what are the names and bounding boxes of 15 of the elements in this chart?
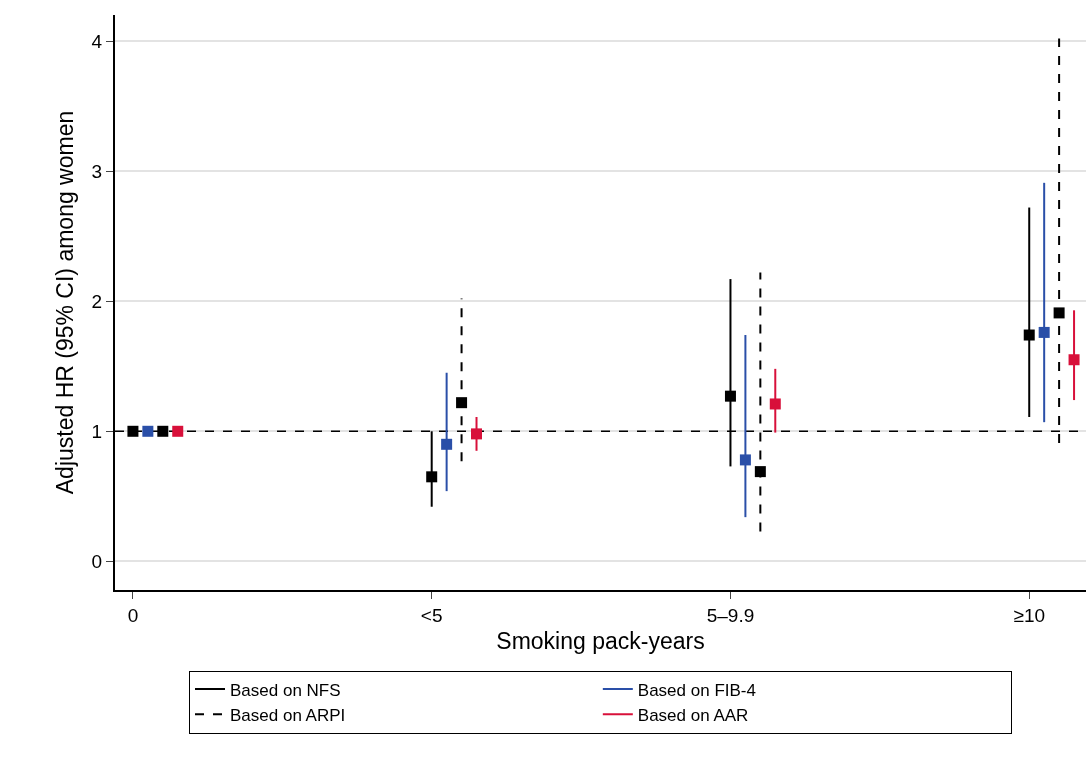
y-tick-label: 3 (91, 160, 103, 182)
x-tick-label: ≥10 (1013, 604, 1046, 626)
x-axis-title: Smoking pack-years (496, 627, 705, 654)
y-tick-label: 1 (91, 420, 103, 442)
y-tick-label: 2 (91, 290, 103, 312)
y-tick-label: 0 (91, 551, 103, 573)
x-tick-label: 0 (127, 604, 139, 626)
legend-label: Based on AAR (637, 705, 749, 725)
y-axis-title: Adjusted HR (95% CI) among women (51, 110, 78, 495)
legend-label: Based on NFS (230, 680, 341, 700)
x-tick-label: 5–9.9 (706, 604, 755, 626)
legend-label: Based on ARPI (230, 705, 346, 725)
y-tick-label: 4 (91, 30, 103, 52)
x-tick-label: <5 (420, 604, 443, 626)
legend-label: Based on FIB-4 (637, 680, 756, 700)
